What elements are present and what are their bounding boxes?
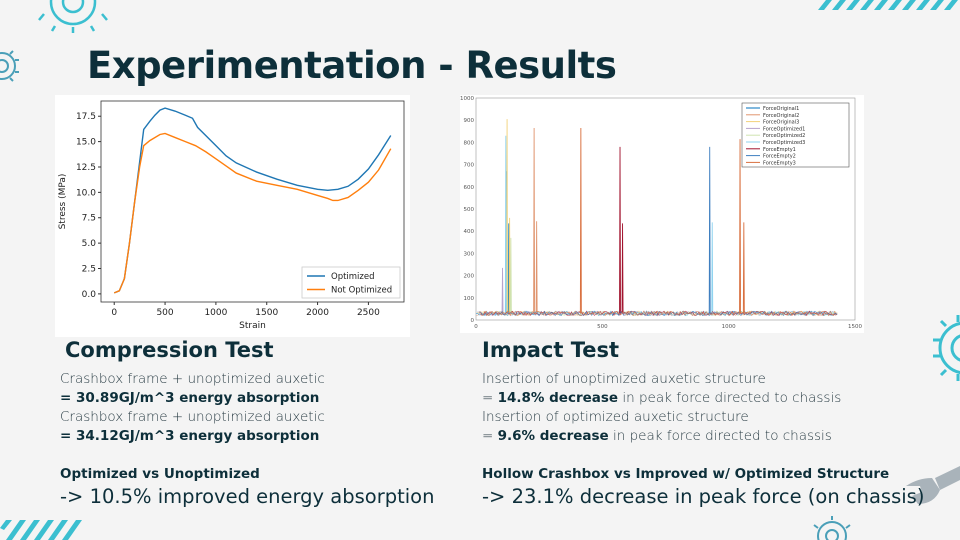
y-tick-label: 500 [464,207,475,213]
x-tick-label: 500 [156,308,173,318]
spike-ForceEmpty1 [619,146,621,314]
y-tick-label: 100 [464,296,475,302]
legend-label: ForceEmpty1 [763,147,796,153]
legend-label: ForceEmpty2 [763,154,796,160]
y-axis-label: Stress (MPa) [58,174,68,230]
x-tick-label: 500 [597,324,608,330]
impact-chart-svg: 0 500 1000 1500 0 100 200 300 400 500 600 700 800 900… [460,96,862,330]
y-tick-label: 600 [464,185,475,191]
impact-chart: 0 500 1000 1500 0 100 200 300 400 500 600 700 800 900… [460,95,864,333]
spike-ForceOriginal2 [535,221,538,314]
impact-subheading: Hollow Crashbox vs Improved w/ Optimized… [482,466,890,482]
compression-subheading: Optimized vs Unoptimized [60,466,260,482]
y-tick-label: 15.0 [76,138,96,148]
legend-label: ForceEmpty3 [763,160,796,166]
x-tick-label: 0 [474,324,478,330]
impact-line-4-prefix: = [482,428,498,444]
spike-ForceOptimized3 [711,222,714,314]
legend-box [301,266,401,299]
y-tick-label: 5.0 [82,239,97,249]
y-tick-label: 0.0 [82,290,97,300]
plot-frame [100,100,405,303]
impact-line-4: = 9.6% decrease in peak force directed t… [482,428,832,444]
series-line-not-optimized [113,132,392,294]
impact-value-2: 9.6% decrease [497,428,609,444]
spike-ForceOptimized1 [501,267,504,314]
gear-right-icon [933,315,960,381]
impact-line-2-rest: in peak force directed to chassis [618,390,842,406]
compression-line-1: Crashbox frame + unoptimized auxetic [60,371,325,387]
compression-chart-svg: 0 500 1000 1500 2000 2500 0.0 2.5 5.0 7.5 10.0 12.5… [58,100,405,331]
legend-label: ForceOptimized1 [763,126,805,132]
compression-heading: Compression Test [65,338,274,362]
x-tick-label: 0 [111,308,117,318]
baseline-ForceEmpty2 [479,310,838,317]
x-axis-label: Strain [239,321,266,331]
y-tick-label: 700 [464,163,475,169]
spike-ForceEmpty3 [739,139,741,314]
spike-ForceOptimized3 [504,135,507,314]
spike-ForceEmpty2 [708,146,711,314]
impact-line-1: Insertion of unoptimized auxetic structu… [482,371,766,387]
y-tick-label: 0 [471,318,475,324]
legend-label: Not Optimized [331,286,392,296]
y-tick-label: 12.5 [76,163,96,173]
legend-label: ForceOriginal2 [763,113,799,119]
impact-result: -> 23.1% decrease in peak force (on chas… [482,485,925,508]
compression-line-2: = 30.89GJ/m^3 energy absorption [60,390,319,406]
legend-label: ForceOptimized2 [763,133,805,139]
spike-ForceOriginal2 [533,127,536,314]
spike-ForceEmpty3 [579,127,582,314]
stripes-top-right-icon [818,0,958,10]
y-tick-label: 7.5 [82,214,96,224]
gear-bottom-icon [813,516,851,540]
page-title: Experimentation - Results [87,44,617,87]
spike-ForceOriginal3 [506,119,509,314]
y-tick-label: 17.5 [76,112,96,122]
x-tick-label: 2500 [357,308,380,318]
impact-line-2: = 14.8% decrease in peak force directed … [482,390,841,406]
legend-label: Optimized [331,272,375,282]
compression-line-4: = 34.12GJ/m^3 energy absorption [60,428,319,444]
spike-ForceEmpty1 [621,223,624,314]
wrench-icon [906,466,960,504]
compression-value-2: = 34.12GJ/m^3 energy absorption [60,428,320,444]
y-tick-label: 10.0 [76,188,96,198]
x-tick-label: 1000 [722,324,736,330]
y-tick-label: 900 [464,118,475,124]
y-tick-label: 400 [464,229,475,235]
x-tick-label: 1500 [848,324,862,330]
x-tick-label: 1500 [255,308,278,318]
spike-ForceOriginal3 [508,217,511,314]
impact-line-2-prefix: = [482,390,498,406]
compression-value-1: = 30.89GJ/m^3 energy absorption [60,390,320,406]
gear-top-left-icon [38,0,108,33]
impact-heading: Impact Test [482,338,620,362]
compression-line-3: Crashbox frame + unoptimized auxetic [60,409,325,425]
y-tick-label: 2.5 [82,265,96,275]
gear-left-icon [0,50,19,82]
impact-line-4-rest: in peak force directed to chassis [608,428,832,444]
legend-label: ForceOptimized3 [763,140,805,146]
compression-chart: 0 500 1000 1500 2000 2500 0.0 2.5 5.0 7.5 10.0 12.5… [55,95,410,337]
legend-label: ForceOriginal3 [763,120,799,126]
spike-ForceEmpty3 [742,222,745,314]
y-tick-label: 800 [464,140,475,146]
y-tick-label: 200 [464,274,475,280]
baseline-ForceEmpty3 [479,310,837,317]
impact-value-1: 14.8% decrease [497,390,619,406]
x-tick-label: 2000 [306,308,329,318]
y-tick-label: 300 [464,251,475,257]
impact-line-3: Insertion of optimized auxetic structure [482,409,749,425]
compression-result: -> 10.5% improved energy absorption [60,485,435,508]
y-tick-label: 1000 [460,96,474,102]
spike-ForceOptimized2 [509,237,512,314]
x-tick-label: 1000 [204,308,227,318]
stripes-bottom-left-icon [0,520,82,540]
series-line-optimized [113,107,392,294]
legend-label: ForceOriginal1 [763,106,799,112]
